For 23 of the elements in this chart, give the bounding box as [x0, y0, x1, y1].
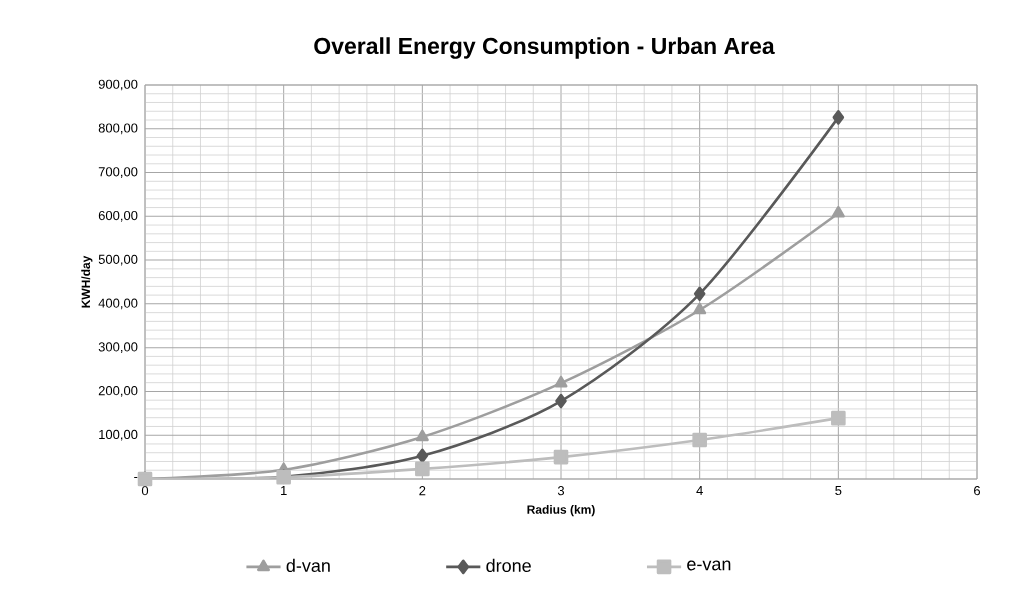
- y-tick-label: -: [134, 477, 138, 479]
- y-tick-label: 800,00: [98, 123, 138, 135]
- x-axis-title: Radius (km): [527, 504, 595, 517]
- y-tick-label: 900,00: [98, 79, 138, 91]
- y-tick-label: 700,00: [98, 167, 138, 178]
- y-tick-label: 200,00: [98, 386, 138, 397]
- legend-label: drone: [486, 558, 531, 573]
- y-tick-label: 300,00: [98, 342, 138, 354]
- x-tick-label: 2: [419, 486, 426, 496]
- x-tick-label: 6: [974, 486, 981, 496]
- legend-label: e-van: [687, 560, 731, 571]
- y-axis-title: KWH/day: [81, 255, 93, 308]
- x-tick-label: 1: [281, 486, 287, 495]
- x-tick-label: 0: [141, 486, 149, 496]
- x-tick-label: 4: [696, 486, 703, 495]
- y-tick-label: 500,00: [98, 254, 138, 266]
- chart-title: Overall Energy Consumption - Urban Area: [314, 37, 775, 59]
- x-tick-label: 3: [557, 486, 565, 496]
- x-tick-label: 5: [835, 486, 842, 496]
- y-tick-label: 400,00: [98, 298, 138, 310]
- y-tick-label: 100,00: [99, 429, 138, 441]
- y-tick-label: 600,00: [98, 210, 138, 222]
- legend-label: d-van: [286, 558, 330, 573]
